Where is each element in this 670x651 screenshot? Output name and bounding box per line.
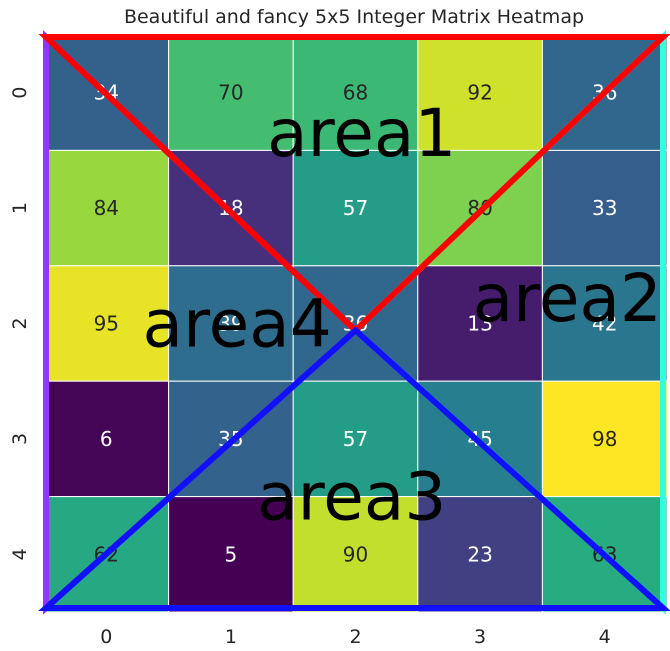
y-tick-label: 4 — [9, 548, 31, 560]
cell-value-label: 13 — [467, 312, 492, 336]
heatmap-cell — [417, 265, 543, 382]
cell-value-label: 57 — [343, 427, 368, 451]
cell-value-label: 18 — [218, 196, 243, 220]
heatmap-cell — [292, 265, 419, 382]
area-label: area2 — [473, 260, 662, 337]
y-tick-label: 1 — [9, 202, 31, 214]
cell-value-label: 98 — [592, 427, 617, 451]
area-outline — [38, 34, 670, 335]
x-tick-label: 2 — [349, 626, 361, 648]
cell-value-label: 92 — [467, 81, 492, 105]
x-tick-label: 0 — [100, 626, 112, 648]
heatmap-cell — [292, 34, 419, 151]
heatmap-cell — [541, 265, 668, 382]
cell-value-label: 57 — [343, 196, 368, 220]
area-labels: area1 area2 area3 area4 — [143, 95, 662, 536]
heatmap-cell — [168, 496, 294, 613]
cell-value-label: 84 — [94, 196, 119, 220]
x-axis-ticks: 0 1 2 3 4 — [100, 626, 610, 648]
cell-value-label: 23 — [467, 542, 492, 566]
x-tick-label: 1 — [225, 626, 237, 648]
heatmap-cell — [292, 496, 419, 613]
cell-value-label: 33 — [592, 196, 617, 220]
cell-value-label: 90 — [343, 542, 368, 566]
area-label: area3 — [257, 459, 446, 536]
area-label: area1 — [267, 95, 456, 172]
cell-value-label: 95 — [94, 312, 119, 336]
cell-value-label: 39 — [218, 312, 243, 336]
area-outline — [38, 326, 670, 611]
cell-value-label: 68 — [343, 81, 368, 105]
y-tick-label: 0 — [9, 87, 31, 99]
heatmap-cell — [417, 496, 543, 613]
y-axis-ticks: 0 1 2 3 4 — [9, 87, 31, 561]
x-tick-label: 4 — [599, 626, 611, 648]
cell-value-label: 6 — [100, 427, 113, 451]
area-label: area4 — [143, 286, 332, 363]
heatmap-cell — [168, 265, 294, 382]
cell-value-label: 70 — [218, 81, 243, 105]
heatmap-cell — [43, 380, 170, 498]
y-tick-label: 3 — [9, 433, 31, 445]
y-tick-label: 2 — [9, 317, 31, 329]
heatmap-cell — [292, 380, 419, 498]
heatmap-cell — [43, 149, 170, 267]
x-tick-label: 3 — [474, 626, 486, 648]
heatmap-cell — [292, 149, 419, 267]
cell-value-label: 5 — [225, 542, 238, 566]
cell-value-label: 42 — [592, 312, 617, 336]
area-overlay — [38, 29, 670, 615]
chart-title: Beautiful and fancy 5x5 Integer Matrix H… — [124, 6, 584, 28]
